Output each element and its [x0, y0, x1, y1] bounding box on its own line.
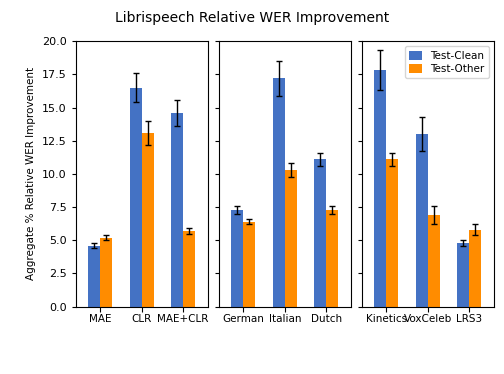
Bar — [326, 210, 338, 307]
Bar — [428, 215, 440, 307]
Bar — [183, 231, 195, 307]
Bar — [142, 133, 154, 307]
Bar — [100, 237, 112, 307]
Bar — [285, 170, 297, 307]
Bar — [231, 210, 243, 307]
Bar — [314, 159, 326, 307]
Bar — [457, 243, 469, 307]
Bar — [171, 113, 183, 307]
Bar — [469, 230, 481, 307]
Bar — [130, 88, 142, 307]
Bar — [416, 134, 428, 307]
Bar — [273, 78, 285, 307]
Bar — [88, 246, 100, 307]
Legend: Test-Clean, Test-Other: Test-Clean, Test-Other — [405, 46, 489, 78]
Bar — [243, 222, 256, 307]
Text: Librispeech Relative WER Improvement: Librispeech Relative WER Improvement — [115, 11, 389, 25]
Bar — [387, 159, 399, 307]
Y-axis label: Aggregate % Relative WER Improvement: Aggregate % Relative WER Improvement — [26, 67, 36, 280]
Bar — [374, 70, 387, 307]
